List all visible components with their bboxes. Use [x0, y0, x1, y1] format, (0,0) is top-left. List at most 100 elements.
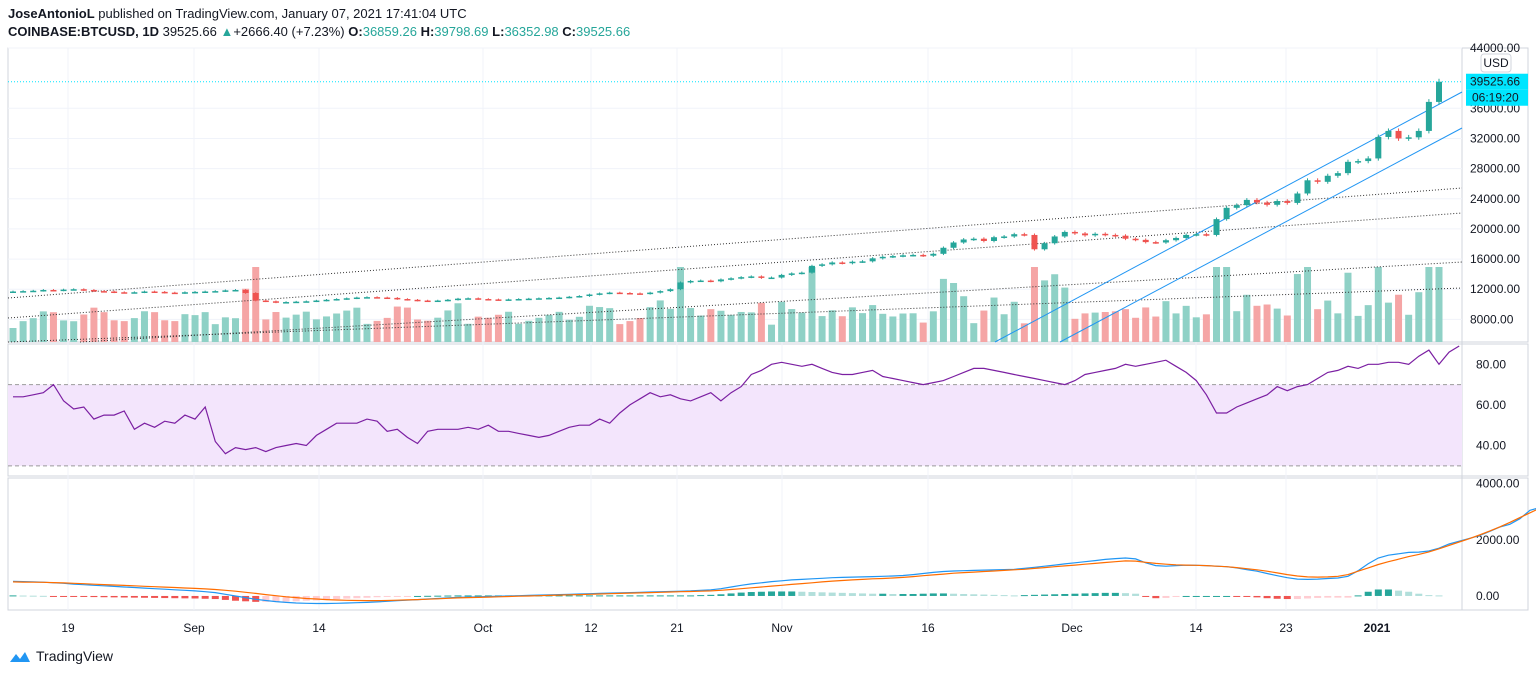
- volume-bar: [626, 321, 634, 342]
- candle-body: [556, 297, 563, 300]
- candle-body: [1173, 237, 1180, 241]
- candle-body: [434, 300, 441, 303]
- candle-body: [1243, 199, 1250, 206]
- candle-body: [1274, 201, 1281, 205]
- candle-body: [333, 299, 340, 301]
- volume-bar: [221, 317, 229, 342]
- candle-body: [1092, 233, 1099, 236]
- volume-bar: [1051, 274, 1059, 342]
- candle-body: [1415, 130, 1422, 138]
- candle-body: [465, 298, 472, 300]
- volume-bar: [80, 314, 88, 342]
- volume-bar: [950, 283, 958, 342]
- macd-histogram-bar: [1030, 594, 1038, 596]
- macd-histogram-bar: [555, 595, 563, 597]
- macd-histogram-bar: [353, 595, 361, 599]
- volume-bar: [828, 310, 836, 342]
- volume-bar: [363, 323, 371, 342]
- volume-bar: [1213, 267, 1221, 342]
- macd-histogram-bar: [1334, 595, 1342, 598]
- volume-bar: [90, 307, 98, 342]
- candle-body: [20, 291, 27, 293]
- macd-histogram-bar: [1395, 590, 1403, 596]
- macd-histogram-bar: [889, 593, 897, 596]
- macd-histogram-bar: [757, 591, 765, 596]
- pane-border-3: [7, 477, 1529, 611]
- macd-histogram-bar: [919, 593, 927, 596]
- candle-body: [1112, 234, 1119, 237]
- macd-histogram-bar: [171, 595, 179, 599]
- macd-histogram-bar: [1263, 595, 1271, 599]
- candle-body: [242, 289, 249, 293]
- candle-body: [1365, 158, 1372, 162]
- volume-bar: [1384, 302, 1392, 342]
- candle-body: [131, 292, 138, 294]
- macd-histogram-bar: [676, 595, 684, 597]
- macd-histogram-bar: [1121, 593, 1129, 596]
- signal-line: [12, 509, 1536, 602]
- candle-body: [293, 301, 300, 304]
- candle-body: [485, 299, 492, 301]
- volume-bar: [140, 311, 148, 342]
- volume-bar: [1293, 274, 1301, 342]
- volume-bar: [292, 314, 300, 342]
- volume-bar: [181, 314, 189, 342]
- candle-body: [1395, 130, 1402, 139]
- volume-bar: [1182, 305, 1190, 342]
- candle-body: [1344, 161, 1351, 174]
- volume-bar: [960, 296, 968, 342]
- macd-histogram-bar: [60, 595, 68, 597]
- macd-histogram-bar: [646, 595, 654, 597]
- volume-bar: [1233, 311, 1241, 342]
- volume-bar: [29, 318, 37, 342]
- candle-body: [323, 299, 330, 302]
- volume-bar: [120, 321, 128, 342]
- macd-histogram-bar: [747, 592, 755, 596]
- candle-body: [859, 261, 866, 263]
- volume-bar: [39, 311, 47, 342]
- candle-body: [1385, 130, 1392, 137]
- candle-body: [1264, 202, 1271, 205]
- currency-badge: [1480, 53, 1512, 73]
- volume-bar: [788, 309, 796, 342]
- candle-body: [1132, 238, 1139, 241]
- x-tick-label: Dec: [1061, 621, 1082, 635]
- tradingview-logo[interactable]: TradingView: [8, 648, 113, 664]
- macd-histogram-bar: [242, 595, 250, 602]
- candle-body: [940, 247, 947, 254]
- volume-bar: [1435, 267, 1443, 342]
- candle-body: [60, 289, 67, 292]
- volume-bar: [869, 305, 877, 342]
- macd-histogram-bar: [424, 595, 432, 597]
- macd-histogram-bar: [9, 595, 17, 597]
- candle-body: [950, 242, 957, 248]
- volume-bar: [1395, 294, 1403, 342]
- author-name[interactable]: JoseAntonioL: [8, 6, 95, 21]
- volume-bar: [1354, 315, 1362, 342]
- macd-histogram-bar: [474, 595, 482, 597]
- macd-histogram-bar: [585, 595, 593, 597]
- candle-body: [121, 292, 128, 294]
- volume-bar: [484, 317, 492, 342]
- candle-body: [1284, 201, 1291, 203]
- macd-histogram-bar: [211, 595, 219, 600]
- macd-histogram-bar: [19, 595, 27, 597]
- volume-bar: [1101, 312, 1109, 342]
- rsi-tick-label: 80.00: [1476, 357, 1506, 371]
- candle-body: [1355, 161, 1362, 163]
- candle-body: [1021, 234, 1028, 236]
- candle-body: [677, 282, 684, 290]
- volume-bar: [353, 307, 361, 342]
- volume-bar: [19, 321, 27, 342]
- macd-histogram-bar: [464, 595, 472, 597]
- candle-body: [566, 296, 573, 299]
- x-tick-label: Oct: [474, 621, 493, 635]
- candle-body: [505, 299, 512, 301]
- candle-body: [475, 298, 482, 300]
- macd-histogram-bar: [323, 595, 331, 600]
- macd-histogram-bar: [1162, 595, 1170, 598]
- price-tick-label: 24000.00: [1470, 192, 1520, 206]
- candle-body: [1001, 236, 1008, 238]
- volume-bar: [919, 322, 927, 342]
